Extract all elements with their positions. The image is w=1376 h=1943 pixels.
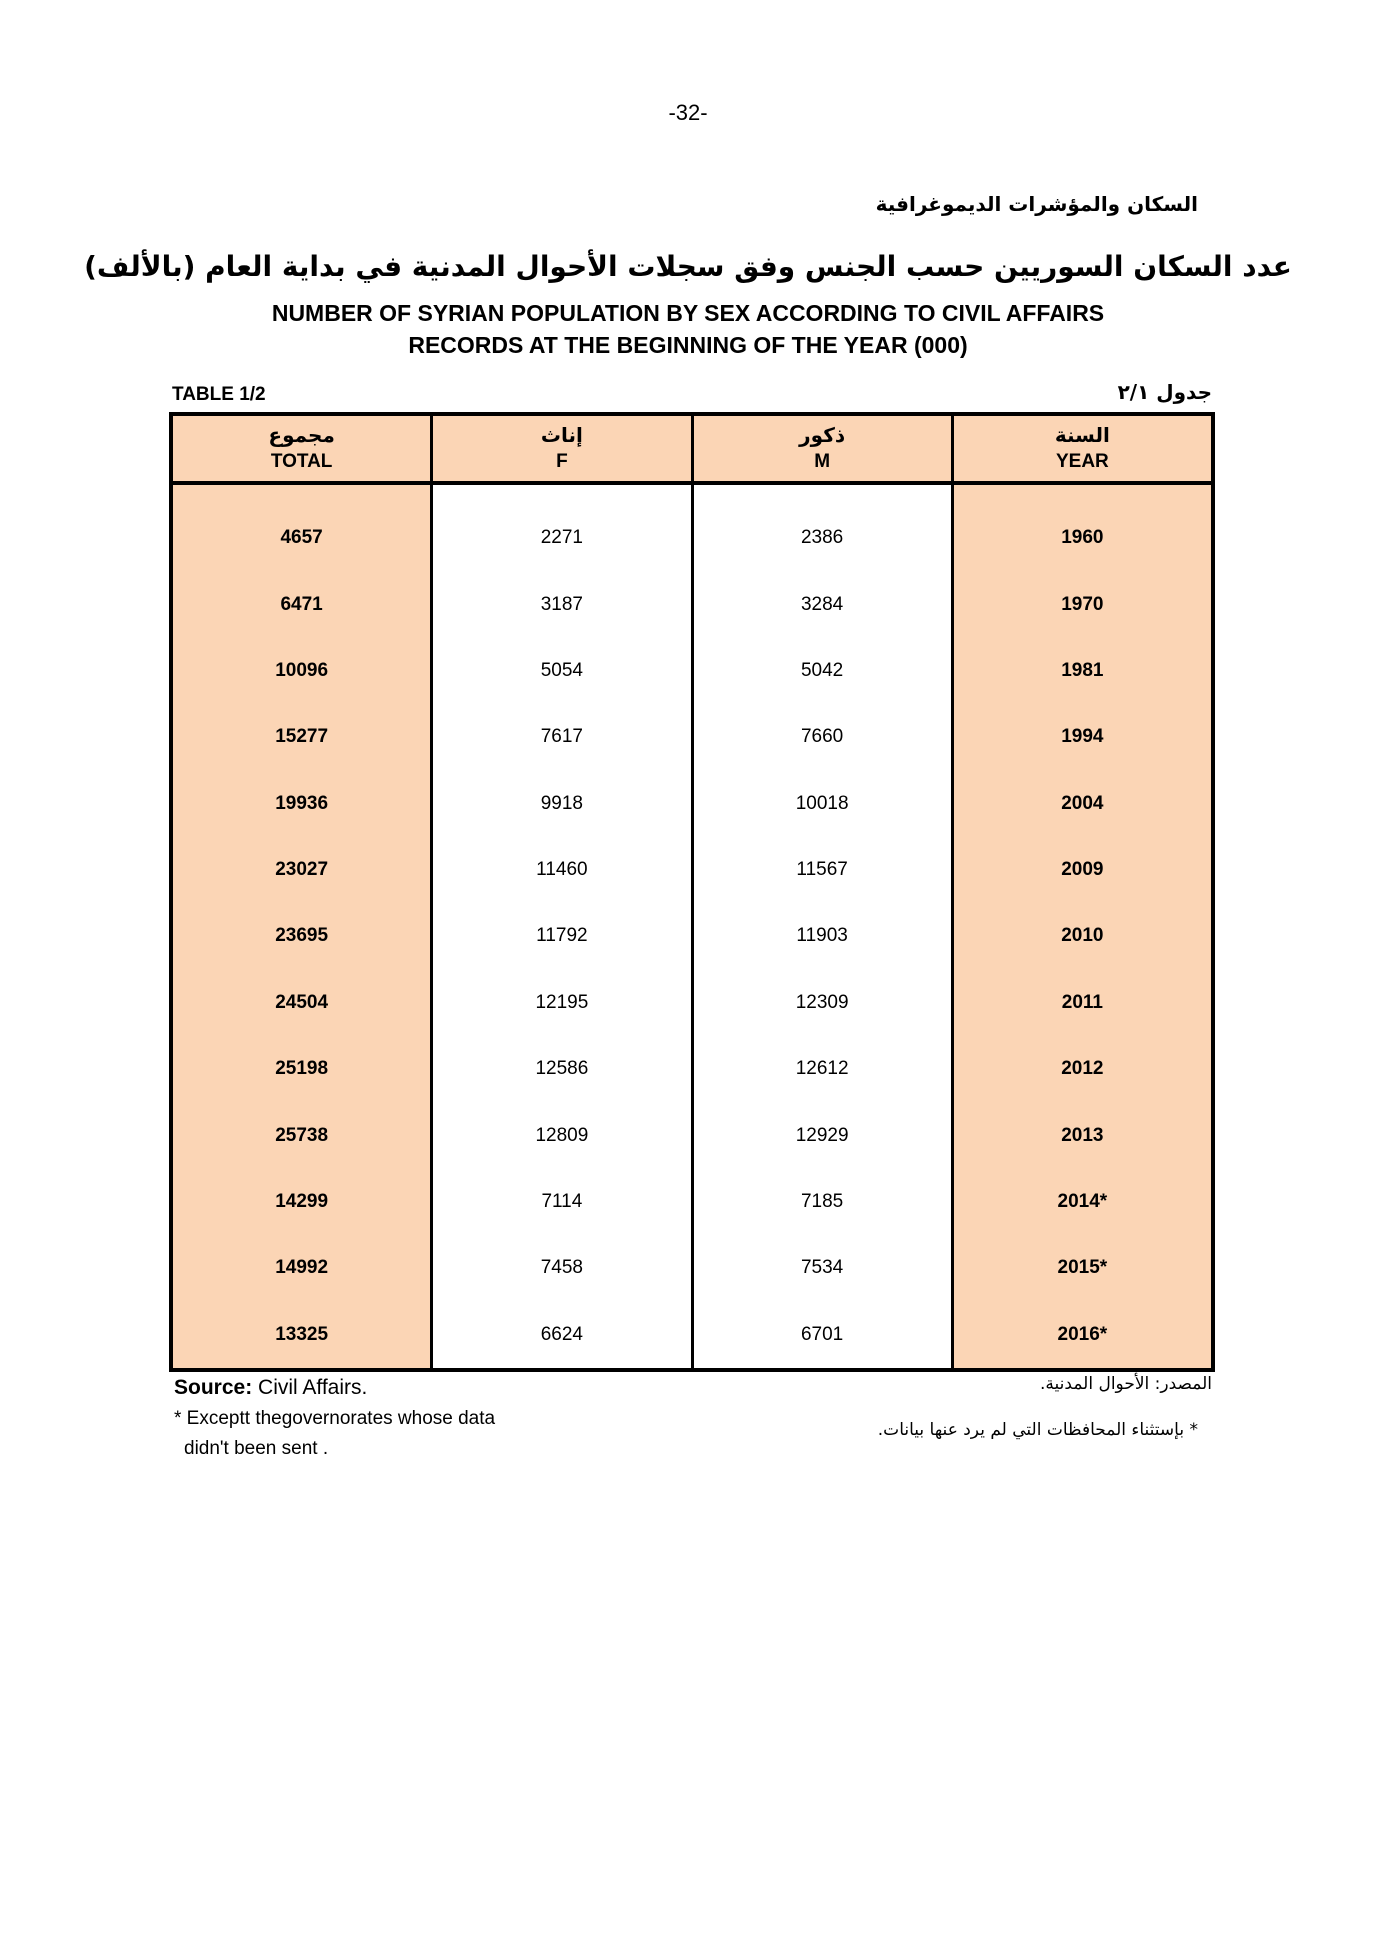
page-number: -32- [668,100,708,125]
table-title-arabic: عدد السكان السوريين حسب الجنس وفق سجلات … [84,250,1292,283]
table-label-arabic: جدول ٢/١ [1117,380,1212,404]
section-title-arabic: السكان والمؤشرات الديموغرافية [875,192,1198,216]
table-cell-total: 23027 [275,859,329,881]
table-cell-m: 11903 [796,925,848,947]
table-cell-m: 12309 [795,991,849,1013]
table-cell-m: 12612 [795,1058,849,1080]
table-cell-f: 3187 [540,593,584,615]
table-cell-m: 7534 [800,1257,844,1279]
header-ar: إناث [540,423,583,448]
table-cell-m: 12929 [795,1124,849,1146]
footnote-english-line2: didn't been sent . [184,1438,329,1459]
table-cell-f: 12809 [535,1124,589,1146]
table-cell-year: 2013 [1061,1124,1104,1146]
table-cell-year: 1960 [1061,527,1104,549]
table-cell-total: 14992 [275,1257,329,1279]
table-cell-f: 2271 [540,527,584,549]
table-cell-m: 10018 [795,792,849,814]
table-cell-total: 4657 [280,527,323,549]
column-male: ذكور M 2386 3284 5042 7660 10018 11567 11903 12… [693,416,954,1368]
header-en: YEAR [1055,451,1109,473]
table-cell-year: 2010 [1061,925,1104,947]
table-cell-m: 7185 [800,1191,844,1213]
table-cell-f: 6624 [540,1323,584,1345]
table-cell-m: 3284 [800,593,844,615]
column-female: إناث F 2271 3187 5054 7617 9918 11460 11792 121… [433,416,694,1368]
header-total: مجموع TOTAL [173,416,431,485]
table-cell-m: 11567 [796,859,848,881]
source-note-arabic: المصدر: الأحوال المدنية. [1040,1374,1212,1394]
table-cell-year: 2015* [1057,1257,1108,1279]
table-cell-f: 7114 [541,1191,583,1213]
table-cell-f: 12586 [535,1058,589,1080]
table-cell-year: 2012 [1061,1058,1104,1080]
table-cell-m: 6701 [800,1323,844,1345]
table-cell-f: 11792 [536,925,588,947]
header-ar: السنة [1054,423,1110,448]
table-cell-year: 1981 [1061,659,1104,681]
header-en: TOTAL [270,451,333,473]
table-cell-m: 7660 [800,726,844,748]
table-title-english-line1: NUMBER OF SYRIAN POPULATION BY SEX ACCOR… [271,300,1105,326]
table-cell-year: 1970 [1061,593,1104,615]
table-cell-year: 2014* [1057,1191,1108,1213]
header-male: ذكور M [693,416,951,485]
header-en: F [556,451,568,473]
table-cell-m: 5042 [800,659,844,681]
table-cell-year: 2016* [1057,1323,1108,1345]
table-cell-year: 1994 [1061,726,1104,748]
table-cell-year: 2004 [1061,792,1104,814]
table-cell-f: 12195 [535,991,589,1013]
footnote-english-line1: * Exceptt thegovernorates whose data [174,1408,496,1429]
table-cell-total: 13325 [275,1323,329,1345]
table-cell-f: 9918 [540,792,584,814]
table-cell-f: 5054 [540,659,584,681]
header-female: إناث F [433,416,691,485]
header-ar: ذكور [799,423,846,448]
table-cell-total: 10096 [275,659,329,681]
table-cell-total: 24504 [275,991,329,1013]
table-label-english: TABLE 1/2 [172,384,266,405]
table-cell-f: 11460 [536,859,588,881]
table-cell-f: 7617 [540,726,584,748]
table-cell-total: 14299 [275,1191,329,1213]
column-total: مجموع TOTAL 4657 6471 10096 15277 19936 23027… [173,416,434,1368]
column-year: السنة YEAR 1960 1970 1981 1994 2004 2009 2010 2… [953,416,1211,1368]
source-label: Source: [174,1376,253,1399]
table-cell-year: 2009 [1061,859,1104,881]
header-ar: مجموع [268,423,335,448]
table-cell-total: 25738 [275,1124,329,1146]
header-en: M [814,451,831,473]
header-year: السنة YEAR [953,416,1211,485]
table-cell-total: 15277 [275,726,329,748]
table-cell-total: 19936 [275,792,329,814]
footnote-arabic: * بإستثناء المحافظات التي لم يرد عنها بي… [877,1420,1198,1440]
table-cell-total: 6471 [280,593,323,615]
source-value: Civil Affairs. [252,1376,368,1399]
population-table: مجموع TOTAL 4657 6471 10096 15277 19936 23027… [169,412,1215,1372]
source-note: Source: Civil Affairs. [174,1376,367,1400]
table-cell-total: 23695 [275,925,329,947]
table-title-english-line2: RECORDS AT THE BEGINNING OF THE YEAR (00… [408,332,968,358]
table-cell-total: 25198 [275,1058,329,1080]
table-cell-f: 7458 [540,1257,584,1279]
table-cell-m: 2386 [800,527,844,549]
table-cell-year: 2011 [1061,991,1103,1013]
